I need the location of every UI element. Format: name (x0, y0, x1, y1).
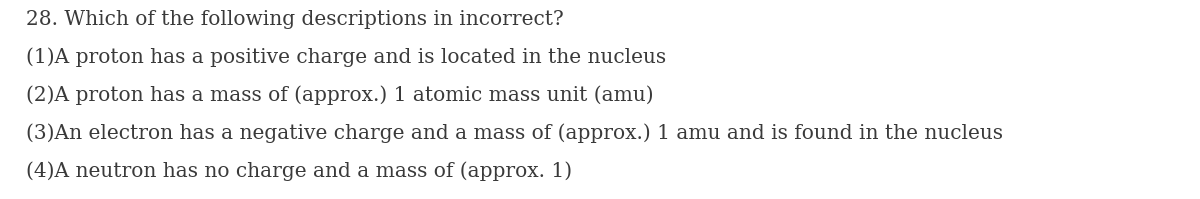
Text: 28. Which of the following descriptions in incorrect?: 28. Which of the following descriptions … (26, 10, 564, 29)
Text: (4)A neutron has no charge and a mass of (approx. 1): (4)A neutron has no charge and a mass of… (26, 161, 572, 181)
Text: (2)A proton has a mass of (approx.) 1 atomic mass unit (amu): (2)A proton has a mass of (approx.) 1 at… (26, 86, 654, 105)
Text: (3)An electron has a negative charge and a mass of (approx.) 1 amu and is found : (3)An electron has a negative charge and… (26, 123, 1003, 143)
Text: (1)A proton has a positive charge and is located in the nucleus: (1)A proton has a positive charge and is… (26, 48, 666, 67)
